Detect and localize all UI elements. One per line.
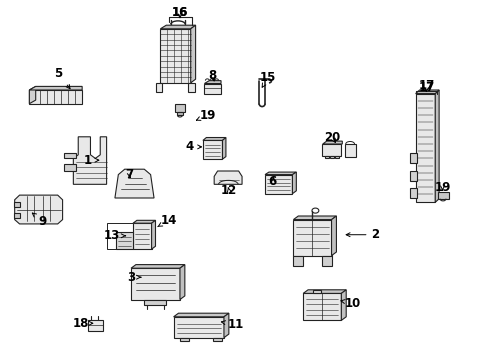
Text: 8: 8	[208, 69, 216, 82]
Polygon shape	[203, 140, 222, 159]
Polygon shape	[415, 94, 434, 202]
Polygon shape	[293, 256, 303, 266]
Text: 4: 4	[185, 140, 201, 153]
Text: 13: 13	[103, 229, 125, 242]
Polygon shape	[63, 164, 76, 171]
Polygon shape	[322, 141, 342, 144]
Polygon shape	[131, 265, 184, 268]
Polygon shape	[224, 313, 228, 338]
Polygon shape	[222, 138, 225, 159]
Polygon shape	[175, 104, 184, 112]
Polygon shape	[173, 313, 228, 317]
Polygon shape	[63, 153, 76, 158]
Text: 5: 5	[55, 67, 70, 89]
Text: 3: 3	[127, 271, 141, 284]
Polygon shape	[344, 144, 355, 157]
Polygon shape	[321, 144, 341, 156]
Polygon shape	[409, 153, 416, 163]
Polygon shape	[321, 256, 331, 266]
Polygon shape	[409, 188, 416, 198]
Polygon shape	[173, 317, 224, 338]
Polygon shape	[151, 220, 155, 249]
Polygon shape	[329, 156, 333, 158]
Bar	[106, 223, 151, 249]
Polygon shape	[214, 171, 242, 184]
Text: 1: 1	[84, 154, 99, 167]
Polygon shape	[160, 25, 195, 29]
Polygon shape	[303, 293, 341, 320]
Polygon shape	[409, 171, 416, 181]
Polygon shape	[29, 86, 36, 104]
Text: 9: 9	[32, 213, 46, 228]
Text: 17: 17	[417, 79, 434, 92]
Polygon shape	[188, 83, 194, 92]
Text: 19: 19	[196, 109, 216, 122]
Text: 7: 7	[125, 168, 133, 181]
Polygon shape	[312, 290, 320, 293]
Text: 11: 11	[221, 318, 244, 331]
Text: 14: 14	[158, 214, 177, 227]
Polygon shape	[131, 268, 180, 300]
Polygon shape	[292, 172, 296, 194]
Polygon shape	[116, 232, 133, 249]
Polygon shape	[14, 213, 20, 218]
Polygon shape	[437, 192, 448, 199]
Polygon shape	[155, 83, 162, 92]
Polygon shape	[177, 112, 183, 115]
Text: 18: 18	[72, 317, 93, 330]
Polygon shape	[415, 90, 438, 94]
Polygon shape	[264, 172, 296, 175]
Polygon shape	[331, 216, 336, 256]
Polygon shape	[293, 220, 331, 256]
Polygon shape	[133, 223, 151, 249]
Polygon shape	[204, 81, 221, 84]
Polygon shape	[303, 290, 346, 293]
Polygon shape	[325, 156, 328, 158]
Text: 2: 2	[346, 228, 379, 241]
Polygon shape	[264, 175, 292, 194]
Polygon shape	[73, 137, 106, 184]
Polygon shape	[204, 84, 221, 94]
Polygon shape	[341, 290, 346, 320]
Text: 15: 15	[259, 71, 276, 87]
Text: 10: 10	[340, 297, 361, 310]
Polygon shape	[29, 86, 82, 90]
Polygon shape	[203, 138, 225, 140]
Polygon shape	[29, 90, 82, 104]
Polygon shape	[334, 156, 338, 158]
Polygon shape	[144, 300, 166, 305]
Polygon shape	[212, 338, 221, 341]
Polygon shape	[133, 220, 155, 223]
Text: 16: 16	[171, 6, 188, 19]
Polygon shape	[434, 90, 438, 202]
Text: 17: 17	[417, 81, 434, 94]
Polygon shape	[14, 202, 20, 207]
Polygon shape	[293, 216, 336, 220]
Polygon shape	[115, 169, 154, 198]
Polygon shape	[180, 265, 184, 300]
Polygon shape	[180, 338, 188, 341]
Text: 16: 16	[171, 6, 188, 19]
Text: 12: 12	[220, 184, 237, 197]
Text: 19: 19	[433, 181, 450, 194]
Polygon shape	[190, 25, 195, 83]
Polygon shape	[15, 195, 62, 224]
Text: 20: 20	[324, 131, 340, 144]
Text: 6: 6	[268, 175, 276, 188]
Polygon shape	[88, 320, 102, 331]
Polygon shape	[160, 29, 190, 83]
